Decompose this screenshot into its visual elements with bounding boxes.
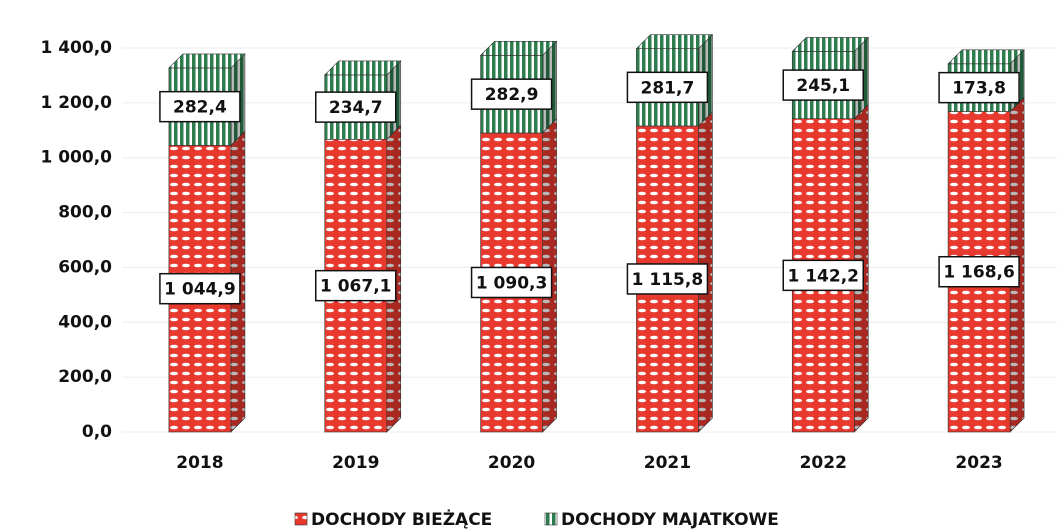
value-label-box <box>315 91 397 123</box>
value-label: 1 168,6 <box>943 263 1015 283</box>
value-label-box <box>938 255 1020 288</box>
x-tick-label: 2019 <box>332 453 379 473</box>
bar-top <box>947 49 1025 65</box>
value-label: 1 142,2 <box>787 266 859 286</box>
y-tick-label: 0,0 <box>82 422 112 442</box>
legend-label: DOCHODY BIEŻĄCE <box>311 508 492 530</box>
y-tick-label: 600,0 <box>58 257 112 277</box>
value-label-box <box>626 263 709 295</box>
legend-label: DOCHODY MAJATKOWE <box>561 510 779 530</box>
bar-top <box>635 34 714 49</box>
value-label: 1 044,9 <box>164 280 236 300</box>
value-label: 234,7 <box>329 98 383 118</box>
value-label-box <box>782 259 864 292</box>
value-label: 1 090,3 <box>476 273 548 293</box>
y-tick-label: 400,0 <box>58 312 112 332</box>
bar-top <box>168 53 246 69</box>
bar-top <box>324 60 402 76</box>
x-tick-label: 2023 <box>955 453 1002 473</box>
x-tick-label: 2020 <box>488 453 535 473</box>
value-label: 282,4 <box>173 98 227 118</box>
value-label: 173,8 <box>952 79 1006 99</box>
value-label-box <box>470 78 553 110</box>
value-label-box <box>626 71 709 104</box>
value-label-box <box>159 90 241 123</box>
legend-swatch <box>294 512 308 526</box>
x-tick-label: 2018 <box>176 453 223 473</box>
value-label: 1 067,1 <box>320 277 392 297</box>
value-label-box <box>315 269 397 302</box>
y-tick-label: 800,0 <box>58 203 112 223</box>
value-label-box <box>470 266 553 299</box>
value-label-box <box>938 71 1020 104</box>
value-label-box <box>782 69 864 101</box>
y-tick-label: 200,0 <box>58 367 112 387</box>
y-tick-label: 1 000,0 <box>40 148 112 168</box>
value-label: 282,9 <box>485 85 539 105</box>
x-tick-label: 2022 <box>800 453 847 473</box>
y-tick-label: 1 200,0 <box>40 93 112 113</box>
bar-top <box>479 41 558 56</box>
value-label-box <box>159 272 241 305</box>
x-tick-label: 2021 <box>644 453 691 473</box>
value-label: 245,1 <box>796 76 850 96</box>
y-tick-label: 1 400,0 <box>40 38 112 58</box>
value-label: 1 115,8 <box>632 270 704 290</box>
legend-swatch <box>544 512 558 526</box>
bar-top <box>791 37 869 52</box>
value-label: 281,7 <box>641 78 695 98</box>
